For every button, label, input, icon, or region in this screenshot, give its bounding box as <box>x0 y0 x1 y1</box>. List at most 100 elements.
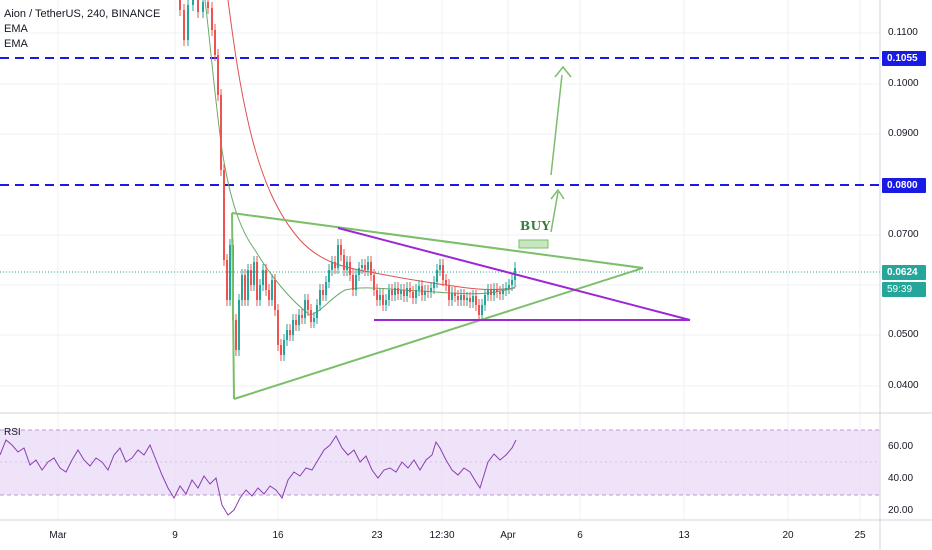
candle-body <box>179 0 181 10</box>
price-tick: 0.1000 <box>888 78 919 89</box>
candle-body <box>334 262 336 268</box>
candle-body <box>352 275 354 290</box>
candle-body <box>508 285 510 288</box>
candle-body <box>439 265 441 270</box>
candle-body <box>373 275 375 290</box>
wedge-upper-line[interactable] <box>231 212 644 269</box>
level-high-badge[interactable]: 0.1055 <box>882 51 926 66</box>
candle-body <box>502 290 504 294</box>
rsi-line <box>0 435 517 516</box>
time-tick: 23 <box>371 530 383 541</box>
candle-body <box>331 262 333 270</box>
time-tick: 13 <box>678 530 690 541</box>
candle-body <box>451 293 453 300</box>
candle-body <box>207 2 209 8</box>
ema-slow-line <box>227 0 516 290</box>
candle-body <box>478 305 480 315</box>
chart-legend: Aion / TetherUS, 240, BINANCE EMA EMA <box>4 7 160 52</box>
candle-body <box>292 320 294 335</box>
candle-body <box>349 262 351 275</box>
candle-body <box>183 10 185 40</box>
candle-body <box>268 290 270 300</box>
candle-body <box>298 315 300 325</box>
rsi-tick: 40.00 <box>888 473 914 484</box>
last-price-badge: 0.0624 <box>882 265 926 280</box>
candle-body <box>226 260 228 300</box>
candle-body <box>367 262 369 270</box>
time-tick: 6 <box>577 530 583 541</box>
time-tick: Apr <box>500 530 516 541</box>
price-tick: 0.0400 <box>888 380 919 391</box>
candle-body <box>328 270 330 282</box>
candle-body <box>403 290 405 296</box>
buy-annotation[interactable]: BUY <box>520 219 551 233</box>
target-arrows[interactable] <box>550 65 572 233</box>
candle-body <box>406 288 408 296</box>
candle-body <box>454 293 456 296</box>
candle-body <box>466 298 468 300</box>
candle-body <box>499 292 501 294</box>
candle-body <box>370 262 372 275</box>
candlesticks <box>179 0 516 361</box>
candle-body <box>364 265 366 270</box>
wedge-lower-line[interactable] <box>233 267 644 400</box>
time-tick: 20 <box>782 530 794 541</box>
buy-marker[interactable] <box>518 239 549 249</box>
price-tick: 0.0900 <box>888 128 919 139</box>
candle-body <box>421 286 423 295</box>
candle-body <box>202 2 204 12</box>
price-tick: 0.0700 <box>888 229 919 240</box>
candle-body <box>192 0 194 5</box>
candle-body <box>265 270 267 290</box>
ema-legend-1[interactable]: EMA <box>4 23 28 35</box>
candle-body <box>346 262 348 270</box>
candle-body <box>197 0 199 12</box>
candle-body <box>313 318 315 322</box>
ema-fast-line <box>204 0 517 316</box>
candle-body <box>448 285 450 300</box>
candle-body <box>325 282 327 295</box>
candle-body <box>238 300 240 350</box>
candle-body <box>475 296 477 305</box>
candle-body <box>400 290 402 294</box>
rsi-tick: 60.00 <box>888 441 914 452</box>
time-tick: 16 <box>272 530 284 541</box>
candle-body <box>457 296 459 300</box>
candle-body <box>415 290 417 298</box>
wedge-left-line[interactable] <box>231 212 235 400</box>
candle-body <box>286 330 288 340</box>
candle-body <box>307 300 309 310</box>
purple-trend-line[interactable] <box>337 227 691 321</box>
candle-body <box>427 291 429 292</box>
candle-body <box>289 330 291 335</box>
candle-body <box>496 289 498 292</box>
candle-body <box>391 290 393 295</box>
candle-body <box>280 345 282 355</box>
candle-body <box>316 305 318 318</box>
candle-body <box>259 285 261 300</box>
candle-body <box>379 295 381 300</box>
candle-body <box>247 270 249 300</box>
candle-body <box>418 286 420 290</box>
candle-body <box>361 265 363 268</box>
ema-legend-2[interactable]: EMA <box>4 38 28 50</box>
candle-body <box>241 275 243 300</box>
candle-body <box>310 310 312 322</box>
candle-body <box>214 30 216 55</box>
candle-body <box>250 270 252 285</box>
candle-body <box>472 296 474 302</box>
candle-body <box>376 290 378 300</box>
candle-body <box>304 300 306 318</box>
candle-body <box>445 280 447 285</box>
candle-body <box>322 290 324 295</box>
candle-body <box>394 288 396 295</box>
candle-body <box>460 295 462 300</box>
rsi-legend[interactable]: RSI <box>4 427 21 438</box>
time-tick: 25 <box>854 530 866 541</box>
candle-body <box>229 245 231 300</box>
symbol-title[interactable]: Aion / TetherUS, 240, BINANCE <box>4 8 161 20</box>
candle-body <box>343 255 345 270</box>
level-mid-badge[interactable]: 0.0800 <box>882 178 926 193</box>
